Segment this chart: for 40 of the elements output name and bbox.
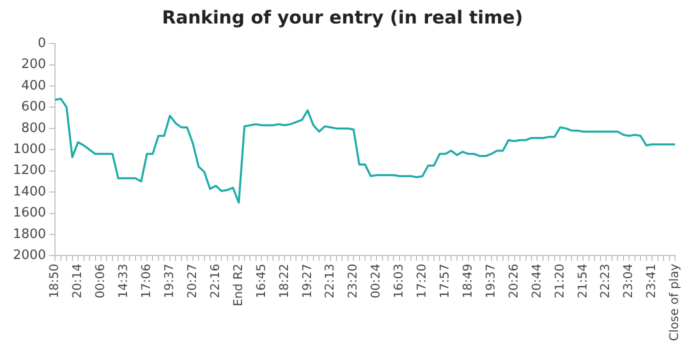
y-tick-label: 2000 — [12, 248, 46, 264]
x-tick-label: 21:20 — [552, 264, 566, 298]
x-tick-label: End R2 — [230, 264, 245, 306]
y-tick-label: 800 — [21, 120, 46, 136]
x-tick-label: 22:16 — [208, 264, 222, 298]
y-tick-label: 600 — [21, 100, 46, 115]
y-tick-label: 1400 — [12, 184, 46, 200]
x-tick-label: 18:22 — [276, 264, 291, 298]
x-tick-label: 19:27 — [300, 264, 314, 298]
x-tick-label: 20:26 — [506, 264, 520, 298]
x-tick-label: 22:13 — [322, 264, 337, 298]
x-tick-label: 18:50 — [47, 264, 62, 298]
x-tick-label: 21:54 — [575, 264, 590, 298]
x-tick-label: 19:37 — [483, 264, 498, 298]
x-tick-label: 00:06 — [93, 264, 108, 298]
x-tick-label: 18:49 — [460, 264, 474, 298]
x-tick-label: 19:37 — [162, 264, 176, 298]
y-tick-label: 1000 — [12, 142, 46, 158]
x-tick-label: 23:20 — [346, 264, 360, 298]
x-tick-label: 16:45 — [254, 264, 268, 298]
x-tick-label: 17:20 — [414, 264, 429, 298]
y-tick-label: 1600 — [12, 206, 46, 221]
x-tick-label: 16:03 — [392, 264, 406, 298]
y-tick-label: 0 — [38, 36, 46, 51]
x-tick-label: 23:41 — [644, 264, 658, 298]
y-tick-label: 200 — [21, 57, 46, 72]
x-tick-label: 20:44 — [529, 264, 544, 298]
y-tick-label: 1200 — [12, 163, 46, 178]
x-tick-label: 22:23 — [598, 264, 612, 298]
y-tick-label: 1800 — [12, 226, 46, 242]
x-tick-label: 00:24 — [368, 264, 383, 298]
x-tick-label: 20:27 — [184, 264, 199, 298]
x-tick-label: Close of play — [667, 264, 682, 342]
x-tick-label: 17:06 — [139, 264, 154, 298]
x-tick-label: 20:14 — [70, 264, 84, 298]
x-tick-label: 17:57 — [438, 264, 452, 298]
x-tick-label: 23:04 — [621, 264, 636, 298]
x-tick-label: 14:33 — [116, 264, 130, 298]
y-tick-label: 400 — [21, 78, 46, 94]
chart-title: Ranking of your entry (in real time) — [162, 7, 524, 28]
